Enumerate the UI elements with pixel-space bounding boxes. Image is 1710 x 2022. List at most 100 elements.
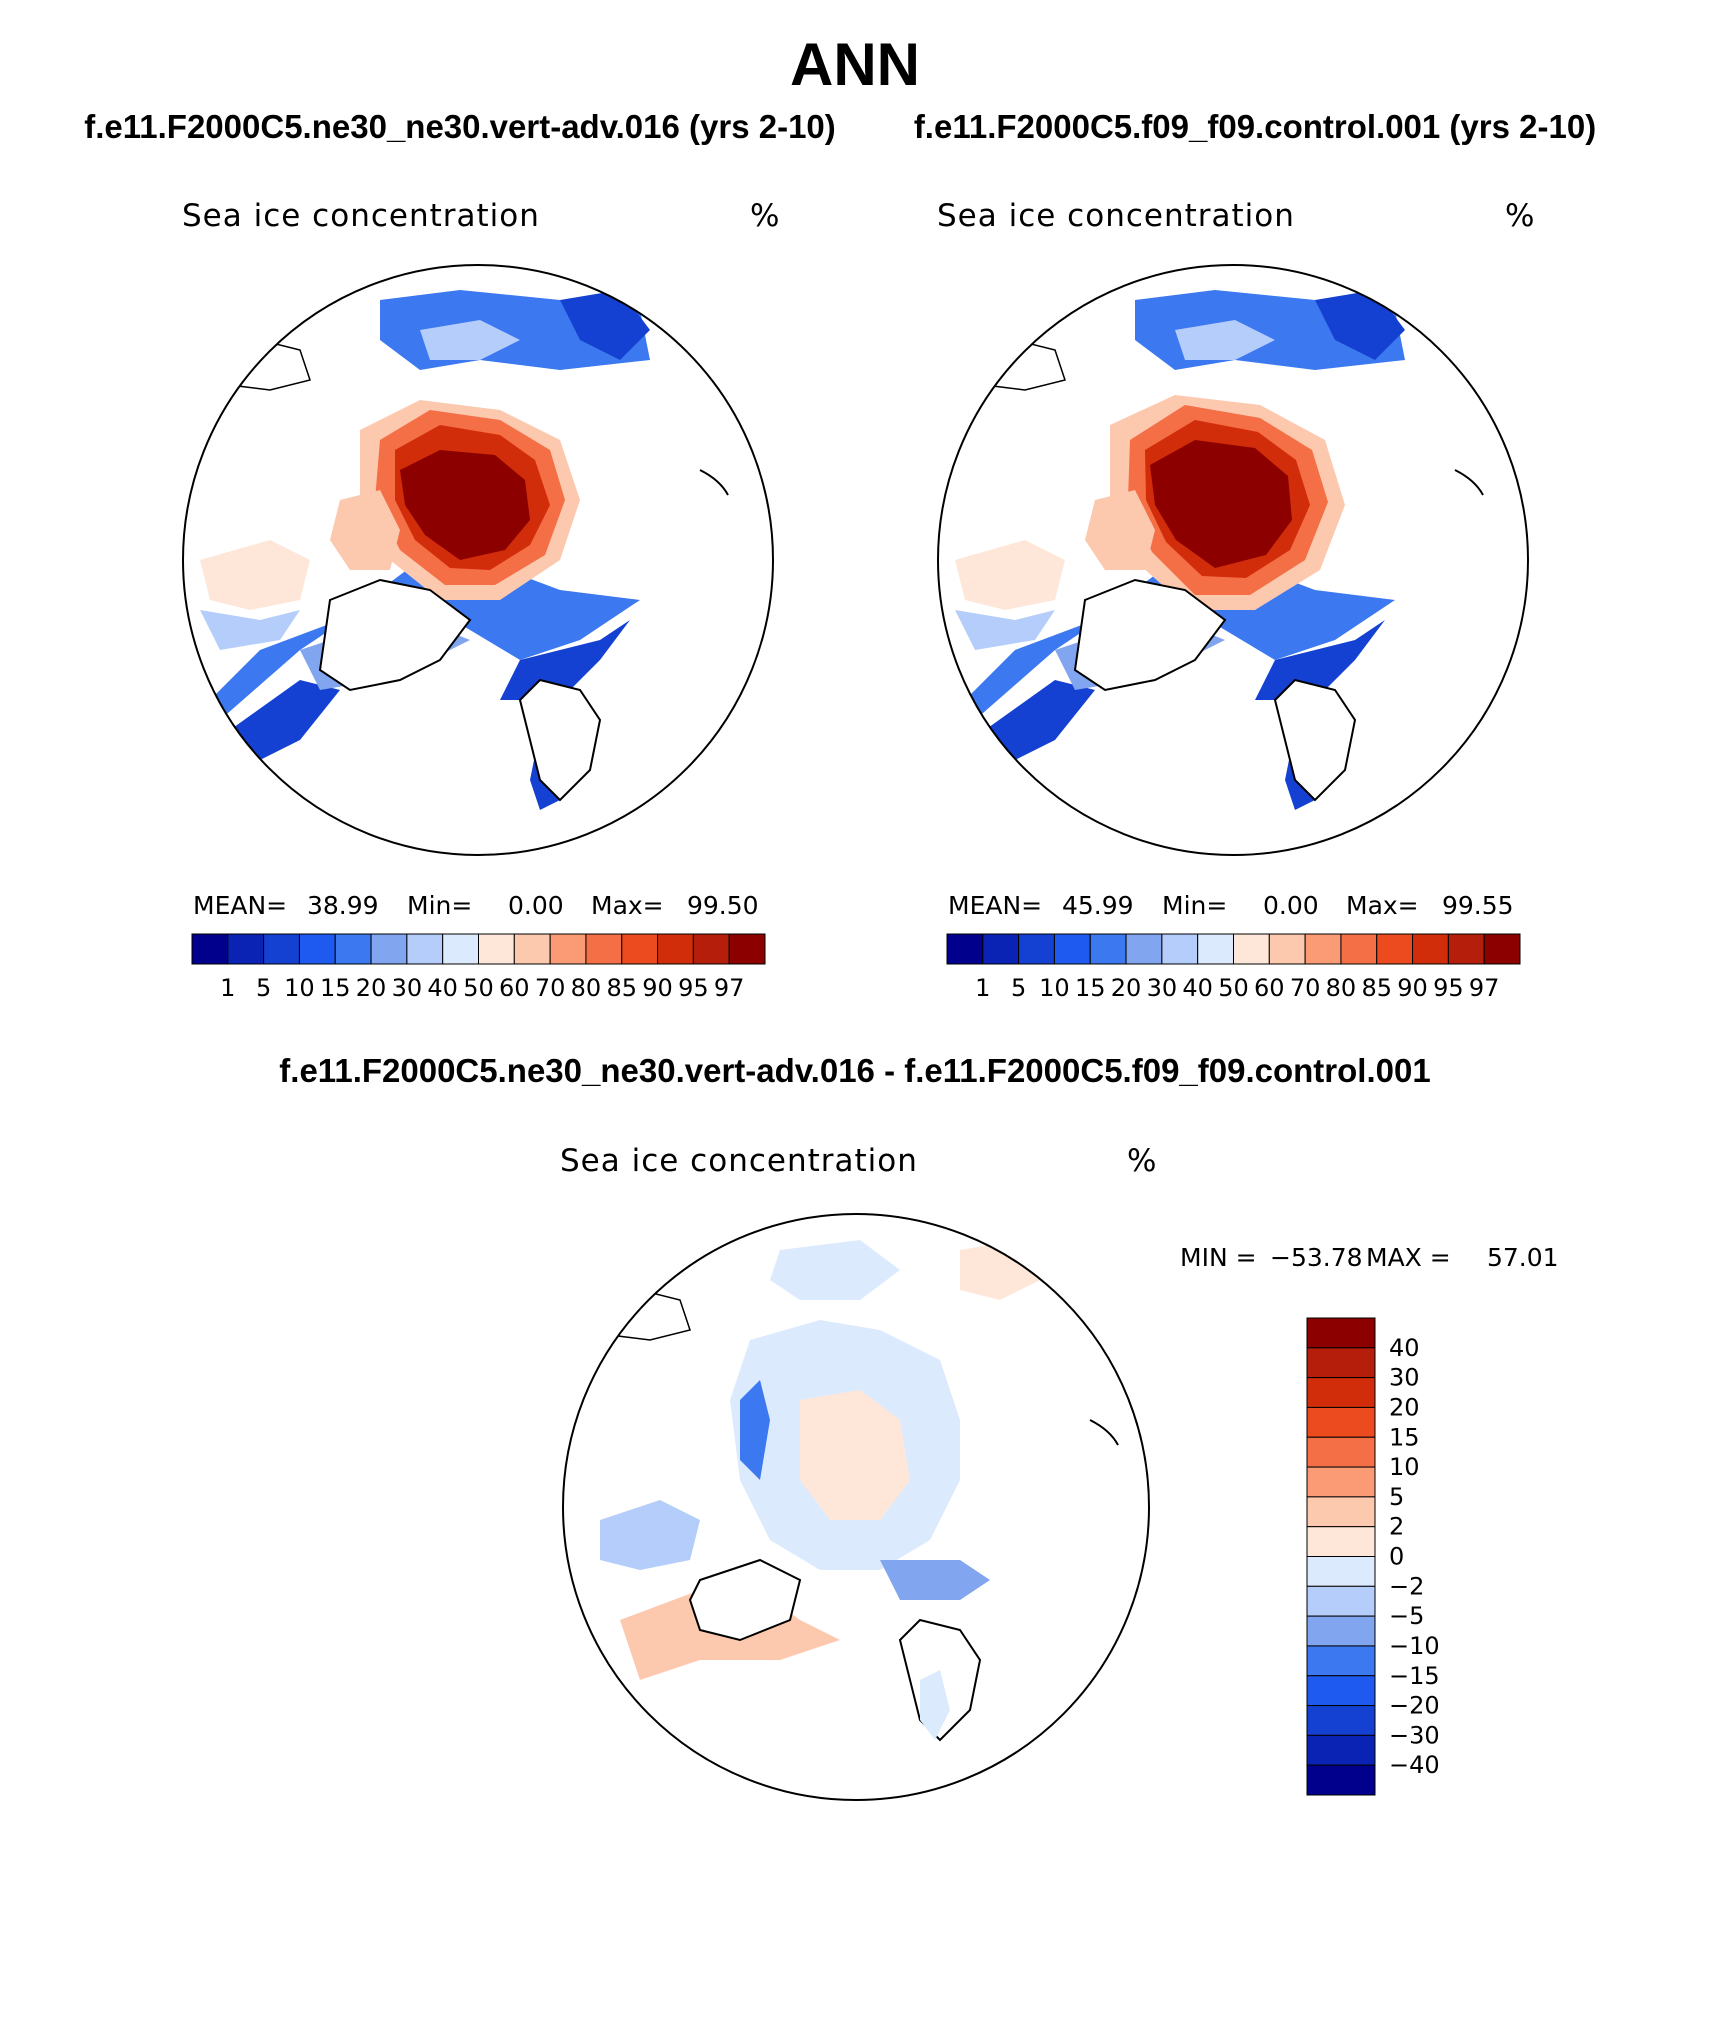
panel3-colorbar-swatch bbox=[1306, 1585, 1376, 1617]
panel2-colorbar-tick-label: 30 bbox=[1147, 974, 1178, 1002]
panel3-units: % bbox=[1127, 1143, 1157, 1179]
panel3-colorbar-tick-label: −40 bbox=[1389, 1751, 1440, 1779]
panel1-max-value: 99.50 bbox=[687, 891, 759, 920]
panel2-colorbar-swatch bbox=[982, 933, 1020, 965]
panel3-variable-title: Sea ice concentration bbox=[560, 1143, 918, 1179]
panel3-max-label: MAX = bbox=[1366, 1243, 1451, 1272]
panel2-colorbar-swatch bbox=[1089, 933, 1127, 965]
panel1-colorbar-swatch bbox=[442, 933, 479, 965]
panel1-colorbar-tick-label: 97 bbox=[714, 974, 745, 1002]
panel3-colorbar-tick-label: −10 bbox=[1389, 1632, 1440, 1660]
panel3-colorbar-swatch bbox=[1306, 1734, 1376, 1766]
panel3-colorbar-tick-label: −30 bbox=[1389, 1721, 1440, 1749]
panel2-colorbar-swatch bbox=[1125, 933, 1163, 965]
case1-title: f.e11.F2000C5.ne30_ne30.vert-adv.016 (yr… bbox=[84, 108, 836, 145]
panel3-colorbar-swatch bbox=[1306, 1705, 1376, 1736]
panel3-colorbar-swatch bbox=[1306, 1406, 1376, 1438]
panel3-map bbox=[563, 1214, 1149, 1800]
panel2-colorbar-tick-label: 5 bbox=[1011, 974, 1026, 1002]
panel1-colorbar-tick-label: 15 bbox=[320, 974, 351, 1002]
panel2-colorbar-tick-label: 70 bbox=[1290, 974, 1321, 1002]
panel1-colorbar-swatch bbox=[621, 933, 659, 965]
panel2-units: % bbox=[1505, 198, 1535, 234]
panel1-colorbar-tick-label: 95 bbox=[678, 974, 709, 1002]
panel2-colorbar-swatch bbox=[1053, 933, 1091, 965]
panel3-colorbar-tick-label: −15 bbox=[1389, 1662, 1440, 1690]
panel1-colorbar-tick-label: 90 bbox=[642, 974, 673, 1002]
panel2-colorbar-tick-label: 60 bbox=[1254, 974, 1285, 1002]
panel3-colorbar-tick-label: 0 bbox=[1389, 1543, 1404, 1571]
panel1-min-label: Min= bbox=[407, 891, 473, 920]
panel3-colorbar-swatch bbox=[1306, 1556, 1376, 1587]
panel3-colorbar-tick-label: −5 bbox=[1389, 1602, 1424, 1630]
case2-title: f.e11.F2000C5.f09_f09.control.001 (yrs 2… bbox=[913, 108, 1597, 145]
panel2-colorbar-swatch bbox=[1412, 933, 1449, 965]
panel2-colorbar-tick-label: 20 bbox=[1111, 974, 1142, 1002]
panel2-colorbar-tick-label: 50 bbox=[1218, 974, 1249, 1002]
panel3-colorbar-tick-label: 40 bbox=[1389, 1334, 1420, 1362]
panel3-colorbar-tick-label: 5 bbox=[1389, 1483, 1404, 1511]
panel2-colorbar-swatch bbox=[1268, 933, 1306, 965]
panel1-colorbar-swatch bbox=[263, 933, 300, 965]
panel2-mean-value: 45.99 bbox=[1062, 891, 1134, 920]
panel1-colorbar-swatch bbox=[298, 933, 336, 965]
panel2-min-label: Min= bbox=[1162, 891, 1228, 920]
panel1-colorbar-swatch bbox=[692, 933, 730, 965]
panel3-colorbar-swatch bbox=[1306, 1317, 1376, 1349]
panel2-colorbar-swatch bbox=[1304, 933, 1342, 965]
diff-title: f.e11.F2000C5.ne30_ne30.vert-adv.016 - f… bbox=[279, 1052, 1431, 1089]
panel3-min-label: MIN = bbox=[1180, 1243, 1257, 1272]
panel1-colorbar-tick-label: 1 bbox=[220, 974, 235, 1002]
panel1-colorbar-tick-label: 30 bbox=[392, 974, 423, 1002]
panel3-colorbar-swatch bbox=[1306, 1526, 1376, 1557]
panel2-max-value: 99.55 bbox=[1442, 891, 1514, 920]
panel3-colorbar-tick-label: 20 bbox=[1389, 1393, 1420, 1421]
panel3-colorbar-swatch bbox=[1306, 1645, 1376, 1677]
panel2-colorbar-tick-label: 15 bbox=[1075, 974, 1106, 1002]
panel2-colorbar-tick-label: 80 bbox=[1326, 974, 1357, 1002]
panel1-colorbar-swatch bbox=[406, 933, 444, 965]
panel2-colorbar-swatch bbox=[1018, 933, 1055, 965]
panel1-mean-label: MEAN= bbox=[193, 891, 288, 920]
panel2-map bbox=[938, 265, 1528, 855]
panel1-colorbar-tick-label: 85 bbox=[606, 974, 637, 1002]
panel3-colorbar-swatch bbox=[1306, 1764, 1376, 1796]
panel2-colorbar: 1 5 10 15 20 30 40 50 60 70 80 85 90 95 97 bbox=[946, 933, 1521, 1002]
panel2-colorbar-swatch bbox=[1376, 933, 1414, 965]
panel1-colorbar-swatch bbox=[191, 933, 229, 965]
panel3-colorbar-swatch bbox=[1306, 1496, 1376, 1528]
panel3-colorbar-tick-label: 15 bbox=[1389, 1423, 1420, 1451]
panel1-colorbar-tick-label: 10 bbox=[284, 974, 315, 1002]
panel1-mean-value: 38.99 bbox=[307, 891, 379, 920]
panel3-colorbar-swatch bbox=[1306, 1347, 1376, 1379]
panel2-max-label: Max= bbox=[1346, 891, 1419, 920]
panel3-colorbar-tick-label: −20 bbox=[1389, 1692, 1440, 1720]
panel1-colorbar-swatch bbox=[728, 933, 766, 965]
panel1-colorbar-tick-label: 20 bbox=[356, 974, 387, 1002]
panel2-colorbar-swatch bbox=[946, 933, 984, 965]
panel1-colorbar-swatch bbox=[513, 933, 551, 965]
panel3-colorbar-swatch bbox=[1306, 1466, 1376, 1498]
panel1-colorbar: 1 5 10 15 20 30 40 50 60 70 80 85 90 95 97 bbox=[191, 933, 766, 1002]
panel1-colorbar-swatch bbox=[334, 933, 372, 965]
panel2-colorbar-tick-label: 95 bbox=[1433, 974, 1464, 1002]
panel1-colorbar-tick-label: 80 bbox=[571, 974, 602, 1002]
panel2-colorbar-swatch bbox=[1447, 933, 1485, 965]
figure-title: ANN bbox=[790, 31, 920, 98]
panel2-colorbar-swatch bbox=[1483, 933, 1521, 965]
panel1-colorbar-tick-label: 50 bbox=[463, 974, 494, 1002]
panel1-variable-title: Sea ice concentration bbox=[182, 198, 540, 234]
panel2-colorbar-swatch bbox=[1233, 933, 1270, 965]
panel2-colorbar-swatch bbox=[1161, 933, 1199, 965]
panel2-colorbar-tick-label: 90 bbox=[1397, 974, 1428, 1002]
panel1-colorbar-tick-label: 40 bbox=[427, 974, 458, 1002]
panel3-colorbar-swatch bbox=[1306, 1436, 1376, 1468]
panel2-mean-label: MEAN= bbox=[948, 891, 1043, 920]
panel3-colorbar-tick-label: −2 bbox=[1389, 1572, 1424, 1600]
panel3-colorbar-tick-label: 10 bbox=[1389, 1453, 1420, 1481]
panel1-colorbar-swatch bbox=[657, 933, 694, 965]
panel1-colorbar-swatch bbox=[549, 933, 587, 965]
panel3-colorbar-tick-label: 2 bbox=[1389, 1513, 1404, 1541]
panel2-colorbar-tick-label: 85 bbox=[1361, 974, 1392, 1002]
